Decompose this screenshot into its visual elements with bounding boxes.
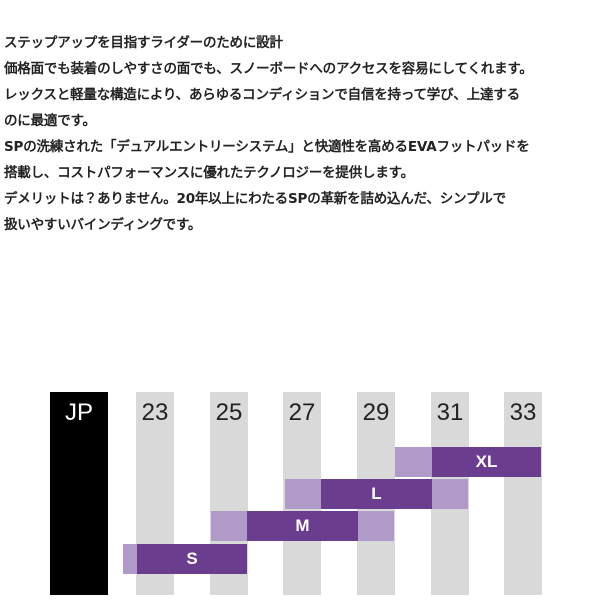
column-label: 25 [215,399,243,426]
description: ステップアップを目指すライダーのために設計価格面でも装着のしやすさの面でも、スノ… [4,32,600,240]
size-band: L [321,479,432,509]
size-column [283,392,321,595]
description-line: 扱いやすいバインディングです。 [4,217,202,233]
description-line: レックスと軽量な構造により、あらゆるコンディションで自信を持って学び、上達する [4,87,520,103]
size-band: S [137,544,247,574]
size-band-light [432,479,468,509]
size-band: XL [432,447,541,477]
description-line: SPの洗練された「デュアルエントリーシステム」と快適性を高めるEVAフットパッド… [4,139,530,155]
jp-header: JP [50,392,108,595]
size-band-light [285,479,321,509]
description-line: 搭載し、コストパフォーマンスに優れたテクノロジーを提供します。 [4,165,414,181]
size-band: M [247,511,358,541]
column-label: 23 [141,399,169,426]
column-label: 29 [362,399,390,426]
description-line: のに最適です。 [4,113,96,129]
column-label: 31 [436,399,464,426]
description-line: デメリットは？ありません。20年以上にわたるSPの革新を詰め込んだ、シンプルで [4,191,506,207]
size-column [357,392,395,595]
column-label: 33 [509,399,537,426]
size-column [431,392,469,595]
size-column [504,392,542,595]
size-band-light [358,511,394,541]
description-line: ステップアップを目指すライダーのために設計 [4,35,283,51]
column-label: 27 [288,399,316,426]
size-band-light [395,447,432,477]
description-line: 価格面でも装着のしやすさの面でも、スノーボードへのアクセスを容易にしてくれます。 [4,61,533,77]
size-band-light [123,544,137,574]
size-column [136,392,174,595]
size-band-light [211,511,247,541]
size-column [210,392,248,595]
